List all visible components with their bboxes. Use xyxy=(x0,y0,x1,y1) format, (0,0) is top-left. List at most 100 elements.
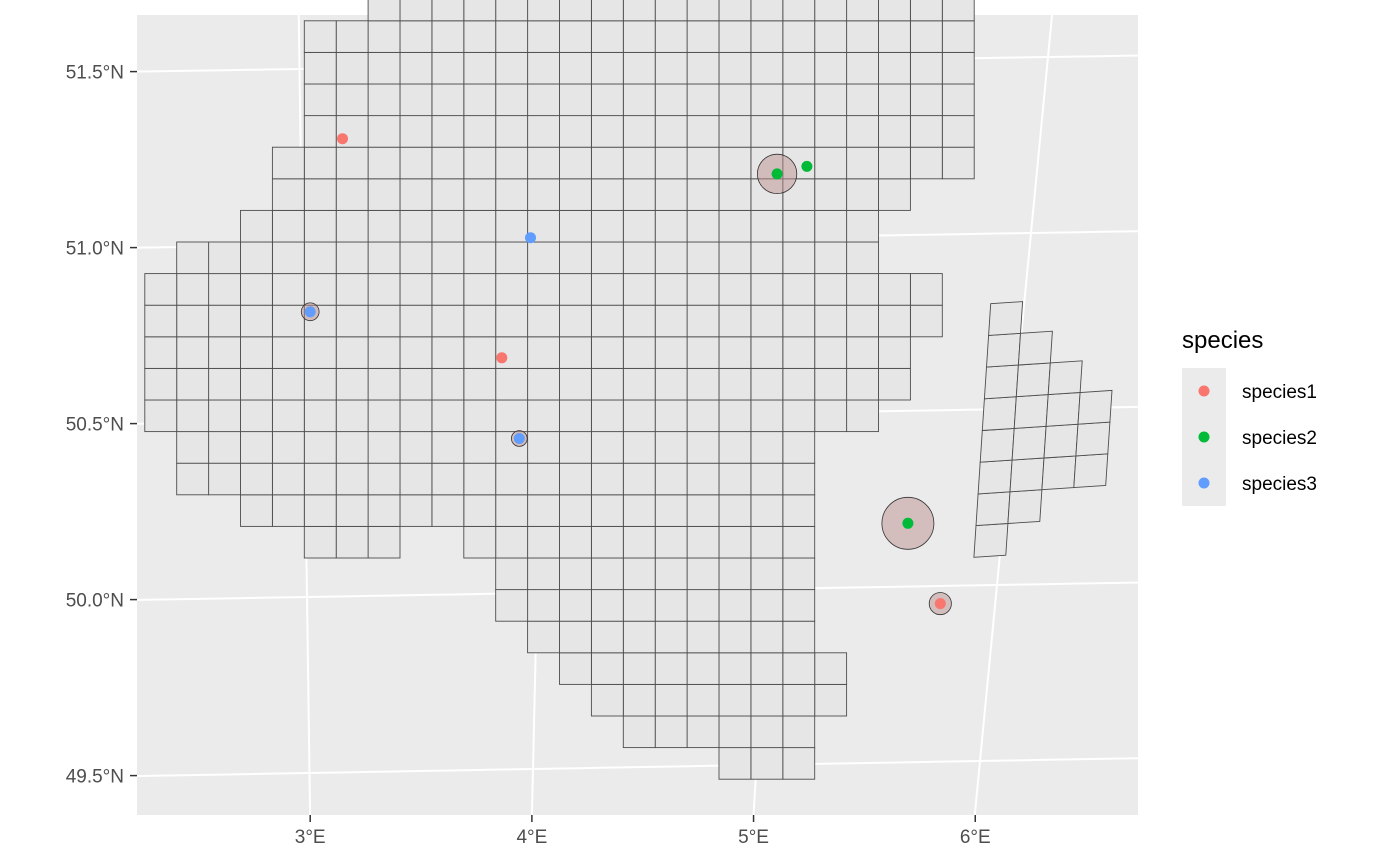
grid-cell xyxy=(909,83,943,117)
grid-cell xyxy=(431,304,465,338)
grid-cell xyxy=(782,241,816,275)
grid-cell xyxy=(941,51,975,85)
grid-cell xyxy=(654,83,688,117)
grid-cell xyxy=(271,336,305,369)
grid-cell xyxy=(814,652,848,685)
grid-cell xyxy=(622,209,656,243)
grid-cell xyxy=(590,399,624,433)
grid-cell xyxy=(846,241,879,275)
grid-cell xyxy=(176,462,210,496)
grid-cell xyxy=(527,273,560,306)
grid-cell xyxy=(686,620,720,654)
grid-cell xyxy=(590,241,624,275)
grid-cell xyxy=(718,115,752,148)
grid-cell xyxy=(240,431,273,464)
grid-cell xyxy=(686,589,720,622)
grid-cell xyxy=(654,273,688,306)
grid-cell xyxy=(622,431,656,464)
grid-cell xyxy=(814,115,848,148)
grid-cell xyxy=(590,557,624,591)
grid-cell xyxy=(367,178,401,211)
grid-cell xyxy=(909,20,943,53)
grid-cell xyxy=(846,178,879,211)
y-axis: 51.5°N 51.0°N 50.5°N 50.0°N 49.5°N xyxy=(66,63,137,788)
grid-cell xyxy=(559,0,592,22)
grid-cell xyxy=(367,367,401,401)
grid-cell xyxy=(463,273,497,306)
x-tick-label: 3°E xyxy=(295,827,326,848)
grid-cell xyxy=(622,399,656,433)
grid-cell xyxy=(654,336,688,369)
grid-cell xyxy=(367,241,401,275)
grid-cell xyxy=(527,336,560,369)
grid-cell xyxy=(367,462,401,496)
grid-cell xyxy=(431,241,465,275)
grid-cell xyxy=(782,20,816,53)
grid-cell xyxy=(399,304,433,338)
grid-cell xyxy=(846,304,879,338)
grid-cell xyxy=(1073,453,1109,489)
grid-cell xyxy=(622,589,656,622)
grid-cell xyxy=(622,51,656,85)
grid-cell xyxy=(144,336,178,369)
grid-cell xyxy=(303,83,337,117)
grid-cell xyxy=(622,367,656,401)
grid-cell xyxy=(176,241,210,275)
grid-cell xyxy=(878,336,911,369)
grid-cell xyxy=(718,431,752,464)
grid-cell xyxy=(590,589,624,622)
grid-cell xyxy=(367,399,401,433)
grid-cell xyxy=(144,399,178,433)
grid-cell xyxy=(750,525,784,559)
grid-cell xyxy=(686,462,720,496)
grid-cell xyxy=(718,209,752,243)
grid-cell xyxy=(527,20,560,53)
grid-cell xyxy=(335,209,369,243)
grid-cell xyxy=(527,83,560,117)
grid-cell xyxy=(750,367,784,401)
grid-cell xyxy=(750,115,784,148)
grid-cell xyxy=(463,115,497,148)
grid-cell xyxy=(622,652,656,685)
grid-cell xyxy=(271,178,305,211)
grid-cell xyxy=(240,241,273,275)
grid-cell xyxy=(303,20,337,53)
grid-cell xyxy=(527,462,560,496)
grid-cell xyxy=(335,273,369,306)
occurrence-point-species3 xyxy=(513,433,525,444)
grid-cell xyxy=(782,557,816,591)
grid-cell xyxy=(527,304,560,338)
grid-cell xyxy=(559,83,592,117)
grid-cell xyxy=(495,557,529,591)
grid-cell xyxy=(814,241,848,275)
grid-cell xyxy=(367,431,401,464)
grid-cell xyxy=(654,589,688,622)
grid-cell xyxy=(1047,360,1083,396)
grid-cell xyxy=(271,304,305,338)
grid-cell xyxy=(782,620,816,654)
grid-cell xyxy=(527,525,560,559)
occurrence-point-species3 xyxy=(304,306,316,318)
grid-cell xyxy=(654,462,688,496)
grid-cell xyxy=(431,336,465,369)
grid-cell xyxy=(303,462,337,496)
grid-cell xyxy=(622,336,656,369)
graticule-parallel xyxy=(108,756,1159,778)
grid-cell xyxy=(590,273,624,306)
grid-cell xyxy=(814,0,848,22)
grid-cell xyxy=(495,273,529,306)
grid-cell xyxy=(431,209,465,243)
grid-cell xyxy=(240,336,273,369)
grid-cell xyxy=(590,494,624,527)
grid-cell xyxy=(909,51,943,85)
legend-label: species2 xyxy=(1242,428,1317,449)
grid-cell xyxy=(431,494,465,527)
grid-cell xyxy=(750,0,784,22)
grid-cell xyxy=(144,273,178,306)
grid-cell xyxy=(846,83,879,117)
grid-cell xyxy=(718,51,752,85)
grid-cell xyxy=(271,462,305,496)
grid-cell xyxy=(654,51,688,85)
grid-cell xyxy=(846,399,879,433)
grid-cell xyxy=(176,336,210,369)
